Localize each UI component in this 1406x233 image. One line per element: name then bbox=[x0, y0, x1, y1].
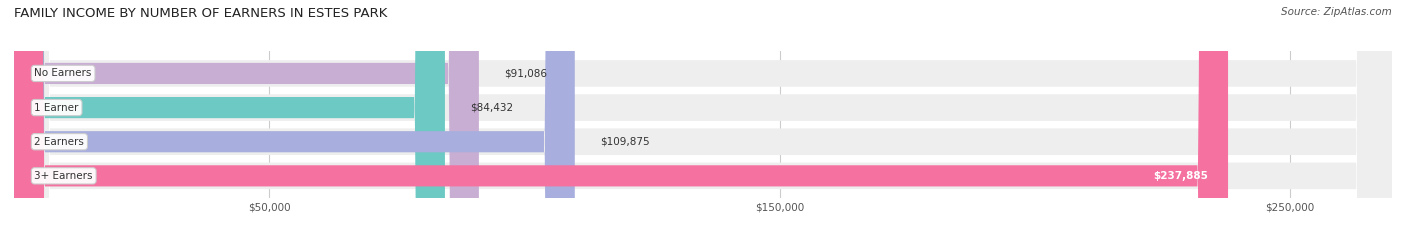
FancyBboxPatch shape bbox=[14, 0, 1392, 233]
Text: $237,885: $237,885 bbox=[1153, 171, 1208, 181]
FancyBboxPatch shape bbox=[14, 0, 1392, 233]
Text: 1 Earner: 1 Earner bbox=[35, 103, 79, 113]
Text: 2 Earners: 2 Earners bbox=[35, 137, 84, 147]
Text: No Earners: No Earners bbox=[35, 69, 91, 79]
FancyBboxPatch shape bbox=[14, 0, 479, 233]
FancyBboxPatch shape bbox=[14, 0, 575, 233]
FancyBboxPatch shape bbox=[14, 0, 1392, 233]
FancyBboxPatch shape bbox=[14, 0, 1392, 233]
Text: $91,086: $91,086 bbox=[505, 69, 547, 79]
FancyBboxPatch shape bbox=[14, 0, 1227, 233]
Text: $84,432: $84,432 bbox=[471, 103, 513, 113]
Text: Source: ZipAtlas.com: Source: ZipAtlas.com bbox=[1281, 7, 1392, 17]
Text: $109,875: $109,875 bbox=[600, 137, 650, 147]
Text: 3+ Earners: 3+ Earners bbox=[35, 171, 93, 181]
FancyBboxPatch shape bbox=[14, 0, 444, 233]
Text: FAMILY INCOME BY NUMBER OF EARNERS IN ESTES PARK: FAMILY INCOME BY NUMBER OF EARNERS IN ES… bbox=[14, 7, 388, 20]
